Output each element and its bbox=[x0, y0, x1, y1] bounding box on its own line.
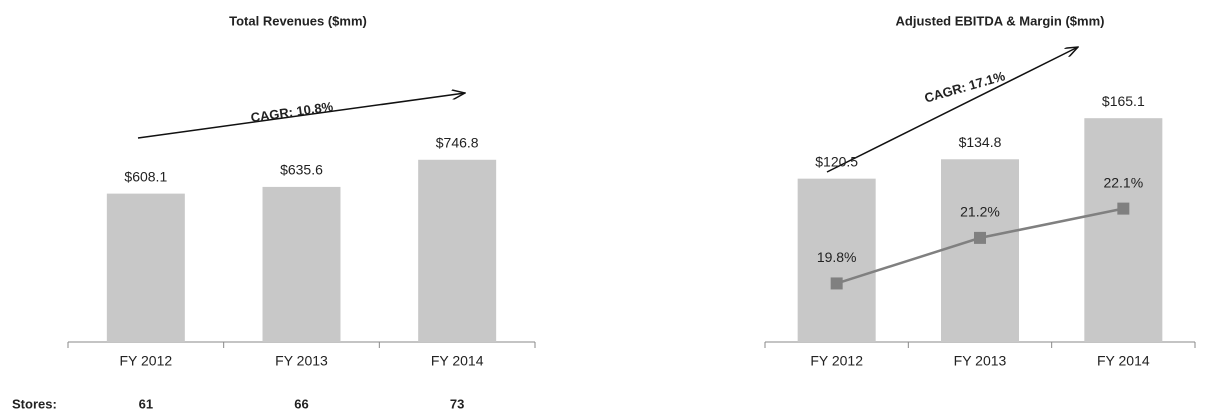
value-label: $746.8 bbox=[436, 134, 479, 150]
annotation: CAGR: 10.8% bbox=[250, 99, 335, 125]
cagr-arrow bbox=[137, 93, 465, 139]
stores-value: 66 bbox=[294, 396, 308, 411]
stores-value: 61 bbox=[139, 396, 153, 411]
bar bbox=[941, 159, 1019, 342]
x-tick-label: FY 2013 bbox=[275, 353, 328, 369]
value-label: 19.8% bbox=[817, 249, 857, 265]
annotation: CAGR: 17.1% bbox=[923, 68, 1007, 105]
value-label: $134.8 bbox=[959, 134, 1002, 150]
bar bbox=[106, 193, 185, 342]
line-marker bbox=[1117, 202, 1130, 215]
line-marker bbox=[830, 277, 843, 290]
value-label: $608.1 bbox=[124, 168, 167, 184]
x-tick-label: FY 2014 bbox=[1097, 353, 1150, 369]
value-label: 21.2% bbox=[960, 204, 1000, 220]
chart-title: Adjusted EBITDA & Margin ($mm) bbox=[896, 13, 1105, 28]
bar bbox=[1084, 118, 1163, 342]
bar bbox=[262, 186, 341, 342]
stores-label: Stores: bbox=[12, 396, 57, 411]
stores-value: 73 bbox=[450, 396, 464, 411]
bar bbox=[418, 159, 497, 342]
value-label: $120.5 bbox=[815, 153, 858, 169]
value-label: $165.1 bbox=[1102, 93, 1145, 109]
line-marker bbox=[974, 231, 986, 244]
x-tick-label: FY 2012 bbox=[119, 353, 172, 369]
bar bbox=[797, 178, 876, 342]
x-tick-label: FY 2013 bbox=[954, 353, 1007, 369]
x-tick-label: FY 2014 bbox=[431, 353, 484, 369]
chart-title: Total Revenues ($mm) bbox=[229, 13, 367, 28]
x-tick-label: FY 2012 bbox=[810, 353, 863, 369]
cagr-arrow bbox=[826, 47, 1078, 173]
value-label: $635.6 bbox=[280, 162, 323, 178]
value-label: 22.1% bbox=[1103, 174, 1143, 190]
